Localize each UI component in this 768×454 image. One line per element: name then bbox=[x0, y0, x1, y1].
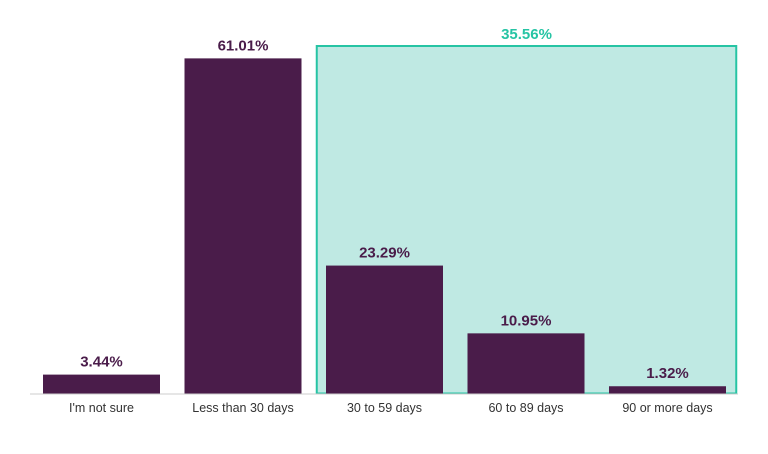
bar bbox=[43, 374, 160, 394]
bar-value-label: 23.29% bbox=[359, 245, 410, 262]
x-tick-label: I'm not sure bbox=[69, 401, 134, 415]
x-tick-label: 30 to 59 days bbox=[347, 401, 422, 415]
bar bbox=[609, 386, 726, 394]
bar-value-label: 61.01% bbox=[218, 37, 269, 54]
bar bbox=[467, 333, 585, 394]
x-tick-label: 90 or more days bbox=[622, 401, 712, 415]
bar-value-label: 10.95% bbox=[501, 312, 552, 329]
bars-group bbox=[43, 58, 726, 394]
highlight-group-label: 35.56% bbox=[501, 26, 552, 43]
bar bbox=[184, 58, 302, 394]
bar bbox=[326, 265, 443, 394]
x-tick-labels-group: I'm not sure Less than 30 days 30 to 59 da… bbox=[69, 401, 713, 415]
value-labels-group: 3.44% 61.01% 23.29% 10.95% 1.32% bbox=[80, 37, 689, 382]
x-tick-label: 60 to 89 days bbox=[488, 401, 563, 415]
bar-value-label: 1.32% bbox=[646, 365, 689, 382]
x-tick-label: Less than 30 days bbox=[192, 401, 293, 415]
bar-value-label: 3.44% bbox=[80, 354, 123, 371]
